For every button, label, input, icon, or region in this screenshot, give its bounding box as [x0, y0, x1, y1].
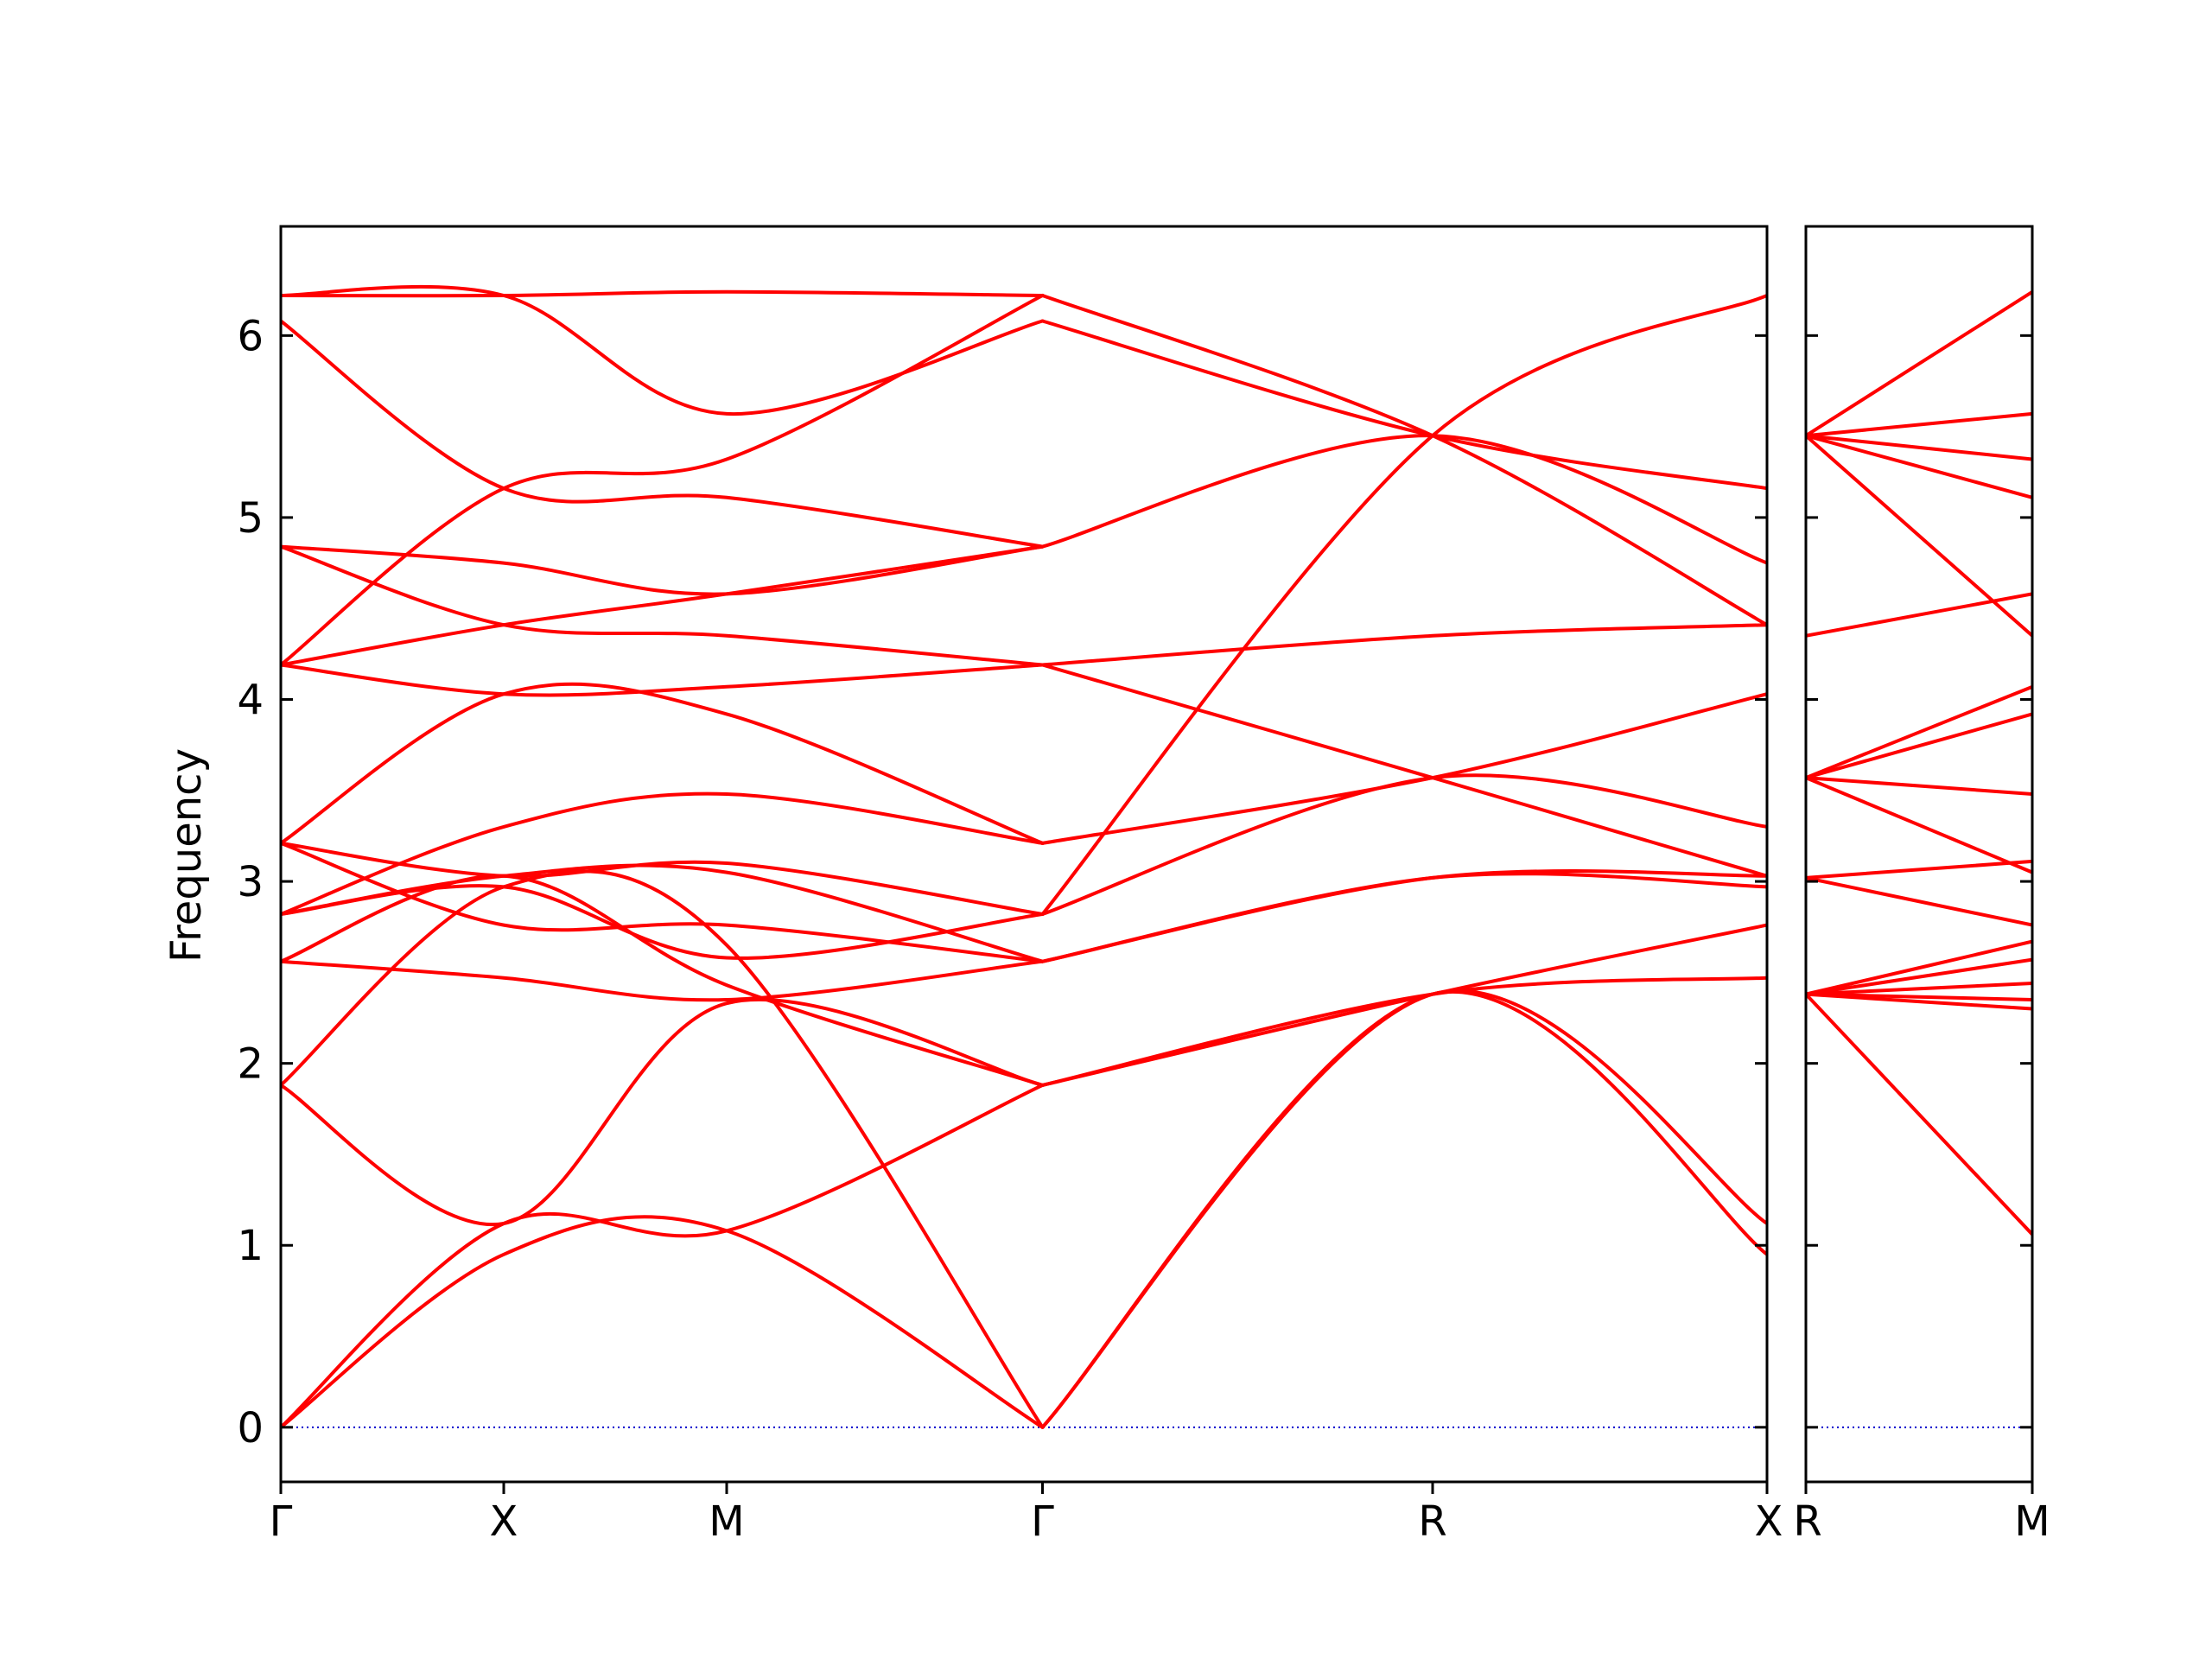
x-tick-label: R — [1418, 1497, 1446, 1546]
band-line — [281, 544, 1045, 667]
band-line — [1806, 939, 2032, 996]
y-tick-label: 0 — [237, 1404, 264, 1452]
band-line — [281, 294, 1045, 667]
x-tick-label: Γ — [270, 1497, 293, 1546]
band-line — [1040, 434, 1767, 565]
x-tick-label: M — [2014, 1497, 2050, 1546]
band-line — [281, 997, 1045, 1227]
band-line — [281, 663, 1045, 697]
band-line — [1040, 923, 1767, 1087]
x-tick-label: Γ — [1031, 1497, 1054, 1546]
band-line — [1040, 663, 1767, 878]
panel-frame — [1804, 225, 2034, 1484]
bands-group — [281, 284, 1767, 1429]
band-line — [1806, 592, 2032, 638]
y-tick-label: 5 — [237, 494, 264, 543]
band-line — [281, 682, 1045, 845]
panel-1: 0 1 2 3 4 5 6 Γ X M Γ R X — [237, 225, 1783, 1546]
x-tick-label: X — [1755, 1497, 1783, 1546]
bands-group — [1806, 289, 2032, 1236]
band-line — [281, 544, 1045, 596]
band-line — [281, 841, 1045, 916]
band-line — [281, 1215, 1045, 1429]
y-tick-label: 6 — [237, 312, 264, 360]
band-line — [281, 319, 1045, 549]
band-line — [281, 874, 1045, 1087]
x-tick-label: R — [1793, 1497, 1821, 1546]
panel-frame — [279, 225, 1769, 1484]
y-tick-label: 4 — [237, 677, 264, 725]
band-line — [281, 959, 1045, 1002]
band-line — [1040, 294, 1767, 627]
band-line — [1806, 776, 2032, 796]
band-line — [1040, 976, 1767, 1087]
band-line — [1806, 859, 2032, 880]
band-line — [1806, 684, 2032, 780]
band-line — [1806, 776, 2032, 874]
band-line — [1040, 872, 1767, 963]
y-tick-label: 3 — [237, 858, 264, 906]
band-line — [281, 1083, 1045, 1429]
y-tick-label: 1 — [237, 1222, 264, 1270]
band-line — [1806, 434, 2032, 499]
x-tick-label: M — [709, 1497, 744, 1546]
band-line — [1806, 289, 2032, 438]
band-line — [1040, 294, 1767, 916]
y-axis-label: Frequency — [162, 748, 211, 963]
band-line — [281, 841, 1045, 963]
band-line — [281, 289, 1045, 298]
band-line — [1040, 623, 1767, 667]
band-line — [281, 544, 1045, 667]
x-tick-label: X — [490, 1497, 518, 1546]
band-line — [1806, 992, 2032, 1236]
band-line — [281, 284, 1045, 416]
band-line — [1806, 982, 2032, 996]
y-tick-label: 2 — [237, 1040, 264, 1089]
band-line — [281, 791, 1045, 916]
band-line — [1806, 875, 2032, 927]
band-line — [281, 869, 1045, 1429]
band-line — [1806, 434, 2032, 461]
band-line — [1806, 712, 2032, 780]
band-line — [1806, 434, 2032, 638]
band-line — [1806, 411, 2032, 438]
